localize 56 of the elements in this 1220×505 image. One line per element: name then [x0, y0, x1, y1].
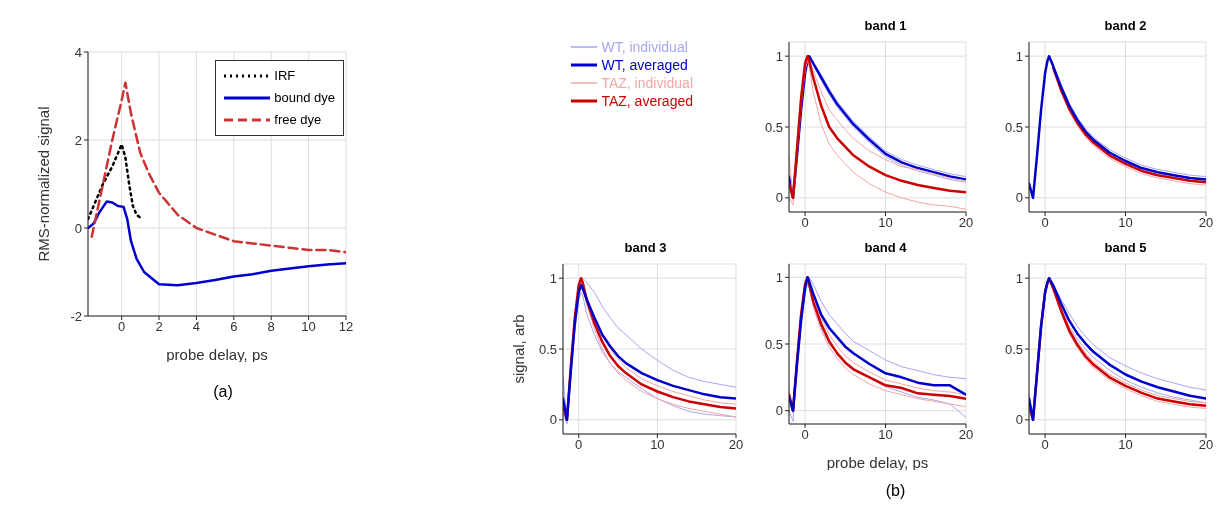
y-axis-title: RMS-normalized signal: [35, 106, 53, 262]
x-tick-label: 10: [1118, 215, 1133, 231]
x-tick-label: 20: [1198, 437, 1214, 453]
x-tick-label: 0: [801, 215, 809, 231]
legend-label: WT, individual: [601, 38, 688, 56]
x-tick-label: 20: [1198, 215, 1214, 231]
legend-label: WT, averaged: [601, 56, 688, 74]
y-tick-label: 1: [549, 270, 557, 286]
legend-label: TAZ, averaged: [601, 92, 693, 110]
x-tick-label: 10: [878, 215, 893, 231]
chart-title: band 4: [863, 239, 908, 257]
legend-label: IRF: [274, 67, 296, 85]
y-tick-label: 0: [775, 190, 783, 206]
x-tick-label: 0: [1041, 215, 1049, 231]
x-tick-label: 0: [1041, 437, 1049, 453]
x-tick-label: 12: [338, 319, 354, 335]
y-tick-label: 1: [1015, 48, 1023, 64]
y-tick-label: 0.5: [538, 341, 557, 357]
chart-title: band 3: [623, 239, 668, 257]
x-tick-label: 0: [118, 319, 126, 335]
chart-title: band 2: [1103, 17, 1148, 35]
legend-label: free dye: [274, 111, 322, 129]
legend-label: TAZ, individual: [601, 74, 693, 92]
legend-label: bound dye: [274, 89, 335, 107]
x-tick-label: 10: [878, 427, 893, 443]
y-tick-label: 0.5: [764, 336, 783, 352]
x-tick-label: 20: [728, 437, 744, 453]
x-tick-label: 8: [267, 319, 275, 335]
y-tick-label: 0: [1015, 190, 1023, 206]
y-tick-label: 0.5: [764, 119, 783, 135]
y-tick-label: 4: [74, 44, 82, 60]
x-tick-label: 10: [650, 437, 665, 453]
text: (b): [884, 482, 907, 500]
x-tick-label: 10: [301, 319, 316, 335]
x-tick-label: 0: [801, 427, 809, 443]
y-tick-label: 1: [775, 48, 783, 64]
y-tick-label: 0: [1015, 412, 1023, 428]
y-tick-label: 0.5: [1004, 341, 1023, 357]
y-tick-label: 1: [1015, 270, 1023, 286]
y-tick-label: 1: [775, 269, 783, 285]
x-tick-label: 0: [575, 437, 583, 453]
chart-title: band 1: [863, 17, 908, 35]
x-tick-label: 4: [192, 319, 201, 335]
x-tick-label: 20: [958, 427, 974, 443]
x-tick-label: 10: [1118, 437, 1133, 453]
y-tick-label: 2: [74, 132, 82, 148]
y-tick-label: 0: [549, 412, 557, 428]
y-tick-label: 0.5: [1004, 119, 1023, 135]
y-tick-label: -2: [70, 308, 82, 324]
y-axis-title: signal, arb: [510, 314, 528, 384]
x-tick-label: 20: [958, 215, 974, 231]
chart-title: band 5: [1103, 239, 1148, 257]
x-tick-label: 6: [230, 319, 238, 335]
x-tick-label: 2: [155, 319, 163, 335]
y-tick-label: 0: [775, 403, 783, 419]
text: (a): [212, 383, 234, 401]
